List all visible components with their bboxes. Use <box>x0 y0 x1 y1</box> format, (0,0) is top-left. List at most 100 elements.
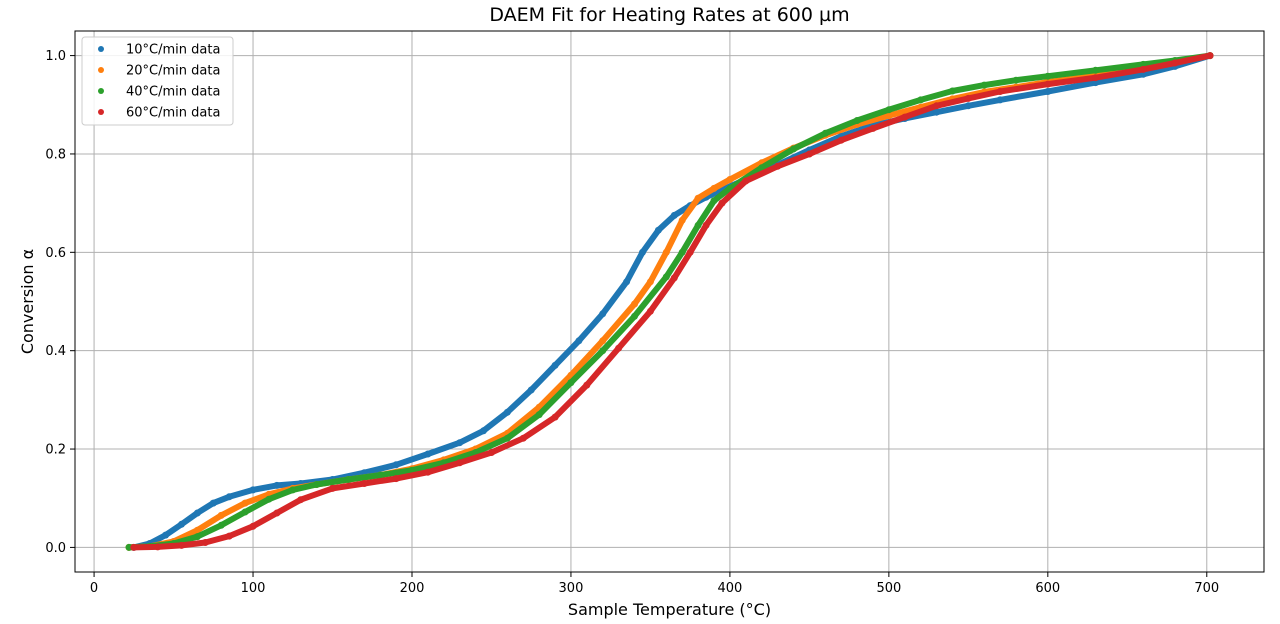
data-point <box>503 434 511 442</box>
data-point <box>193 526 201 534</box>
data-point <box>599 347 607 355</box>
data-point <box>456 459 464 467</box>
data-point <box>710 184 718 192</box>
x-tick-label: 200 <box>400 581 425 596</box>
y-tick-label: 0.6 <box>45 246 66 261</box>
data-point <box>241 499 249 507</box>
data-point <box>527 386 535 394</box>
data-point <box>551 361 559 369</box>
data-point <box>694 194 702 202</box>
data-point <box>193 533 201 541</box>
y-tick-label: 0.8 <box>45 147 66 162</box>
data-point <box>154 543 162 551</box>
data-point <box>654 226 662 234</box>
y-tick-label: 0.4 <box>45 344 66 359</box>
data-point <box>996 96 1004 104</box>
data-point <box>1012 76 1020 84</box>
data-point <box>646 278 654 286</box>
chart-title: DAEM Fit for Heating Rates at 600 µm <box>489 4 849 26</box>
data-point <box>125 543 133 551</box>
data-point <box>209 499 217 507</box>
data-point <box>392 475 400 483</box>
data-point <box>249 522 257 530</box>
data-point <box>225 532 233 540</box>
data-point <box>1092 74 1099 82</box>
data-point <box>599 310 607 318</box>
legend-box <box>81 36 234 126</box>
data-point <box>718 199 726 207</box>
series-line <box>130 52 1213 551</box>
data-point <box>313 481 321 488</box>
data-point <box>424 450 432 458</box>
data-point <box>742 177 750 185</box>
data-point <box>964 94 972 102</box>
legend-label: 60°C/min data <box>126 106 220 121</box>
data-point <box>488 449 495 456</box>
data-point <box>885 112 893 120</box>
legend-marker <box>98 67 104 73</box>
data-point <box>885 106 893 114</box>
data-point <box>424 468 432 476</box>
y-tick-label: 1.0 <box>45 49 66 64</box>
data-point <box>623 278 631 286</box>
data-point <box>670 211 678 219</box>
series-layer <box>125 52 1214 551</box>
data-point <box>686 248 694 256</box>
data-point <box>774 162 782 170</box>
plot-frame <box>74 30 1265 573</box>
data-point <box>662 273 670 281</box>
data-point <box>217 521 225 529</box>
data-point <box>519 434 527 442</box>
data-point <box>917 96 925 104</box>
x-tick-label: 400 <box>717 581 742 596</box>
series-2 <box>125 52 1214 551</box>
data-point <box>869 124 877 132</box>
data-point <box>996 88 1004 95</box>
legend-marker <box>98 88 104 94</box>
data-point <box>1044 72 1052 80</box>
data-point <box>408 466 416 474</box>
legend: 10°C/min data 20°C/min data 40°C/min data 6… <box>81 36 234 126</box>
data-point <box>289 486 297 494</box>
data-point <box>901 113 909 121</box>
data-point <box>297 496 305 504</box>
data-point <box>1171 59 1179 67</box>
data-point <box>535 411 543 419</box>
data-point <box>567 379 575 387</box>
data-point <box>1044 88 1052 95</box>
x-tick-label: 300 <box>559 581 584 596</box>
data-point <box>551 413 559 421</box>
legend-marker <box>98 109 104 115</box>
data-point <box>599 337 607 345</box>
data-point <box>631 300 638 308</box>
data-point <box>178 541 185 549</box>
x-axis-title: Sample Temperature (°C) <box>568 600 771 619</box>
data-point <box>662 248 670 256</box>
data-point <box>678 216 686 224</box>
series-line <box>126 52 1213 551</box>
data-point <box>360 480 368 487</box>
y-axis-title: Conversion α <box>18 249 37 354</box>
data-point <box>646 307 654 315</box>
data-point <box>631 312 638 320</box>
data-point <box>503 408 511 416</box>
data-point <box>758 164 766 172</box>
data-point <box>678 248 686 256</box>
series-3 <box>125 52 1214 551</box>
legend-label: 10°C/min data <box>126 43 220 58</box>
data-point <box>249 486 257 494</box>
data-point <box>710 197 718 205</box>
data-point <box>726 176 734 183</box>
data-point <box>575 337 583 345</box>
series-1 <box>130 52 1214 551</box>
data-point <box>615 344 623 352</box>
x-tick-label: 700 <box>1194 581 1219 596</box>
data-point <box>821 129 829 137</box>
data-point <box>702 221 710 229</box>
data-point <box>193 509 201 517</box>
x-tick-label: 100 <box>241 581 266 596</box>
x-tick-label: 500 <box>876 581 901 596</box>
data-point <box>273 509 281 517</box>
